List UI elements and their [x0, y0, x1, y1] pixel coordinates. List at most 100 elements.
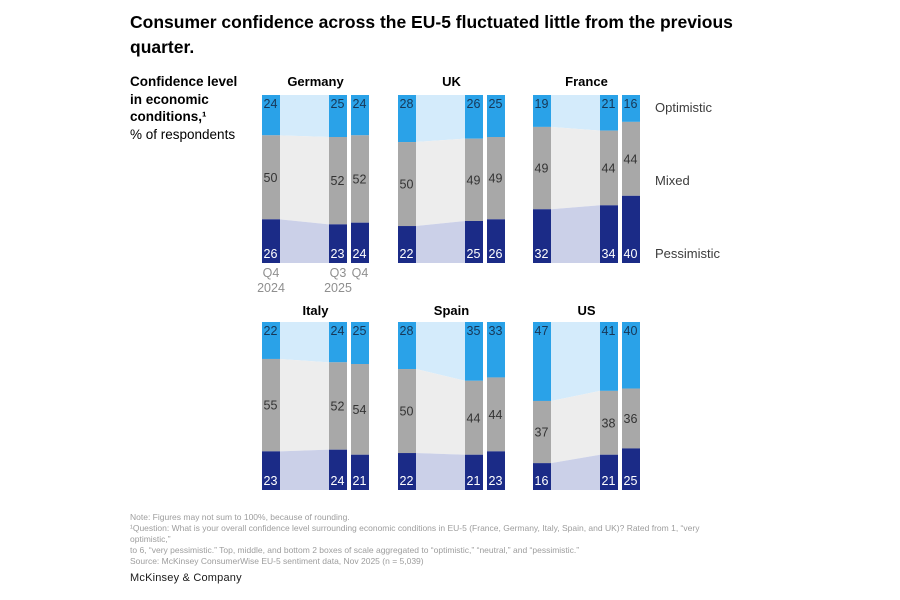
value-label: 44: [467, 411, 481, 425]
value-label: 34: [602, 247, 616, 261]
value-label: 25: [467, 247, 481, 261]
value-label: 52: [331, 400, 345, 414]
footnote-question-cont: to 6, “very pessimistic.” Top, middle, a…: [130, 545, 580, 555]
x-tick: 2025: [324, 281, 352, 295]
bar-3-pessimistic: [351, 454, 369, 490]
value-label: 25: [331, 97, 345, 111]
bar-1-mixed: [533, 126, 551, 210]
value-label: 24: [331, 474, 345, 488]
bar-2-pessimistic: [329, 224, 347, 263]
bar-2-mixed: [465, 380, 483, 455]
chart-canvas: 47 37 16 41 38 21 40 36 25: [533, 322, 640, 490]
chart-title: Spain: [433, 303, 470, 318]
bar-2-pessimistic: [465, 221, 483, 263]
value-label: 25: [624, 474, 638, 488]
value-label: 28: [400, 324, 414, 338]
bar-3-pessimistic: [351, 222, 369, 263]
value-label: 35: [467, 324, 481, 338]
axis-label-line: in economic: [130, 91, 209, 107]
bar-3-pessimistic: [487, 219, 505, 263]
value-label: 47: [535, 324, 549, 338]
chart-canvas: 19 49 32 21 44 34 16 44 40: [533, 95, 640, 263]
value-label: 16: [624, 97, 638, 111]
bar-1-pessimistic: [398, 453, 416, 490]
value-label: 32: [535, 247, 549, 261]
bar-3-optimistic: [487, 322, 505, 378]
bar-3-mixed: [487, 377, 505, 452]
value-label: 28: [400, 97, 414, 111]
bar-2-mixed: [600, 130, 618, 206]
bar-3-mixed: [622, 388, 640, 449]
bar-2-optimistic: [329, 322, 347, 363]
value-label: 44: [489, 408, 503, 422]
flow-pessimistic: [416, 221, 465, 263]
value-label: 25: [353, 324, 367, 338]
bar-3-mixed: [351, 364, 369, 455]
chart-title: France: [565, 74, 608, 89]
value-label: 50: [400, 405, 414, 419]
bar-1-pessimistic: [398, 226, 416, 263]
bar-3-pessimistic: [622, 448, 640, 490]
flow-pessimistic: [551, 454, 600, 490]
bar-2-optimistic: [329, 95, 347, 137]
value-label: 25: [489, 97, 503, 111]
page-title: Consumer confidence across the EU-5 fluc…: [130, 12, 733, 57]
bar-3-optimistic: [351, 95, 369, 136]
chart-title: US: [577, 303, 596, 318]
flow-mixed: [416, 369, 465, 455]
value-label: 55: [264, 399, 278, 413]
bar-2-optimistic: [600, 322, 618, 391]
flow-optimistic: [416, 95, 465, 143]
bar-3-pessimistic: [622, 195, 640, 263]
flow-pessimistic: [280, 449, 329, 490]
value-label: 44: [602, 161, 616, 175]
chart-title: Italy: [302, 303, 329, 318]
bar-1-optimistic: [533, 95, 551, 127]
value-label: 24: [353, 97, 367, 111]
value-label: 52: [331, 174, 345, 188]
chart-canvas: 22 55 23 24 52 24 25 54 21: [262, 322, 369, 490]
value-label: 19: [535, 97, 549, 111]
bar-1-mixed: [262, 135, 280, 220]
flow-mixed: [280, 135, 329, 225]
value-label: 52: [353, 173, 367, 187]
bar-1-pessimistic: [262, 451, 280, 490]
axis-label-line: conditions,¹: [130, 109, 207, 124]
value-label: 37: [535, 426, 549, 440]
value-label: 16: [535, 474, 549, 488]
value-label: 40: [624, 247, 638, 261]
legend-optimistic: Optimistic: [655, 100, 713, 115]
value-label: 44: [624, 152, 638, 166]
bar-1-mixed: [398, 369, 416, 454]
value-label: 33: [489, 324, 503, 338]
value-label: 21: [467, 474, 481, 488]
bar-2-pessimistic: [600, 454, 618, 490]
value-label: 24: [264, 97, 278, 111]
bar-2-mixed: [465, 138, 483, 221]
value-label: 24: [331, 324, 345, 338]
value-label: 26: [264, 247, 278, 261]
bar-1-optimistic: [398, 322, 416, 370]
value-label: 49: [489, 172, 503, 186]
footnote-source: Source: McKinsey ConsumerWise EU-5 senti…: [130, 556, 424, 566]
value-label: 49: [467, 173, 481, 187]
value-label: 54: [353, 403, 367, 417]
value-label: 24: [353, 247, 367, 261]
bar-2-pessimistic: [465, 454, 483, 490]
x-tick: Q3: [330, 266, 347, 280]
footnote-question: ¹Question: What is your overall confiden…: [130, 523, 700, 544]
flow-optimistic: [416, 322, 465, 381]
flow-mixed: [551, 126, 600, 210]
bar-3-mixed: [622, 121, 640, 196]
value-label: 40: [624, 324, 638, 338]
flow-optimistic: [551, 322, 600, 401]
axis-unit-label: % of respondents: [130, 126, 236, 142]
bar-1-pessimistic: [262, 219, 280, 263]
value-label: 21: [602, 474, 616, 488]
value-label: 22: [400, 474, 414, 488]
flow-mixed: [551, 390, 600, 464]
bar-2-mixed: [329, 362, 347, 450]
flow-pessimistic: [280, 219, 329, 263]
bar-3-optimistic: [622, 322, 640, 389]
flow-pessimistic: [416, 453, 465, 490]
